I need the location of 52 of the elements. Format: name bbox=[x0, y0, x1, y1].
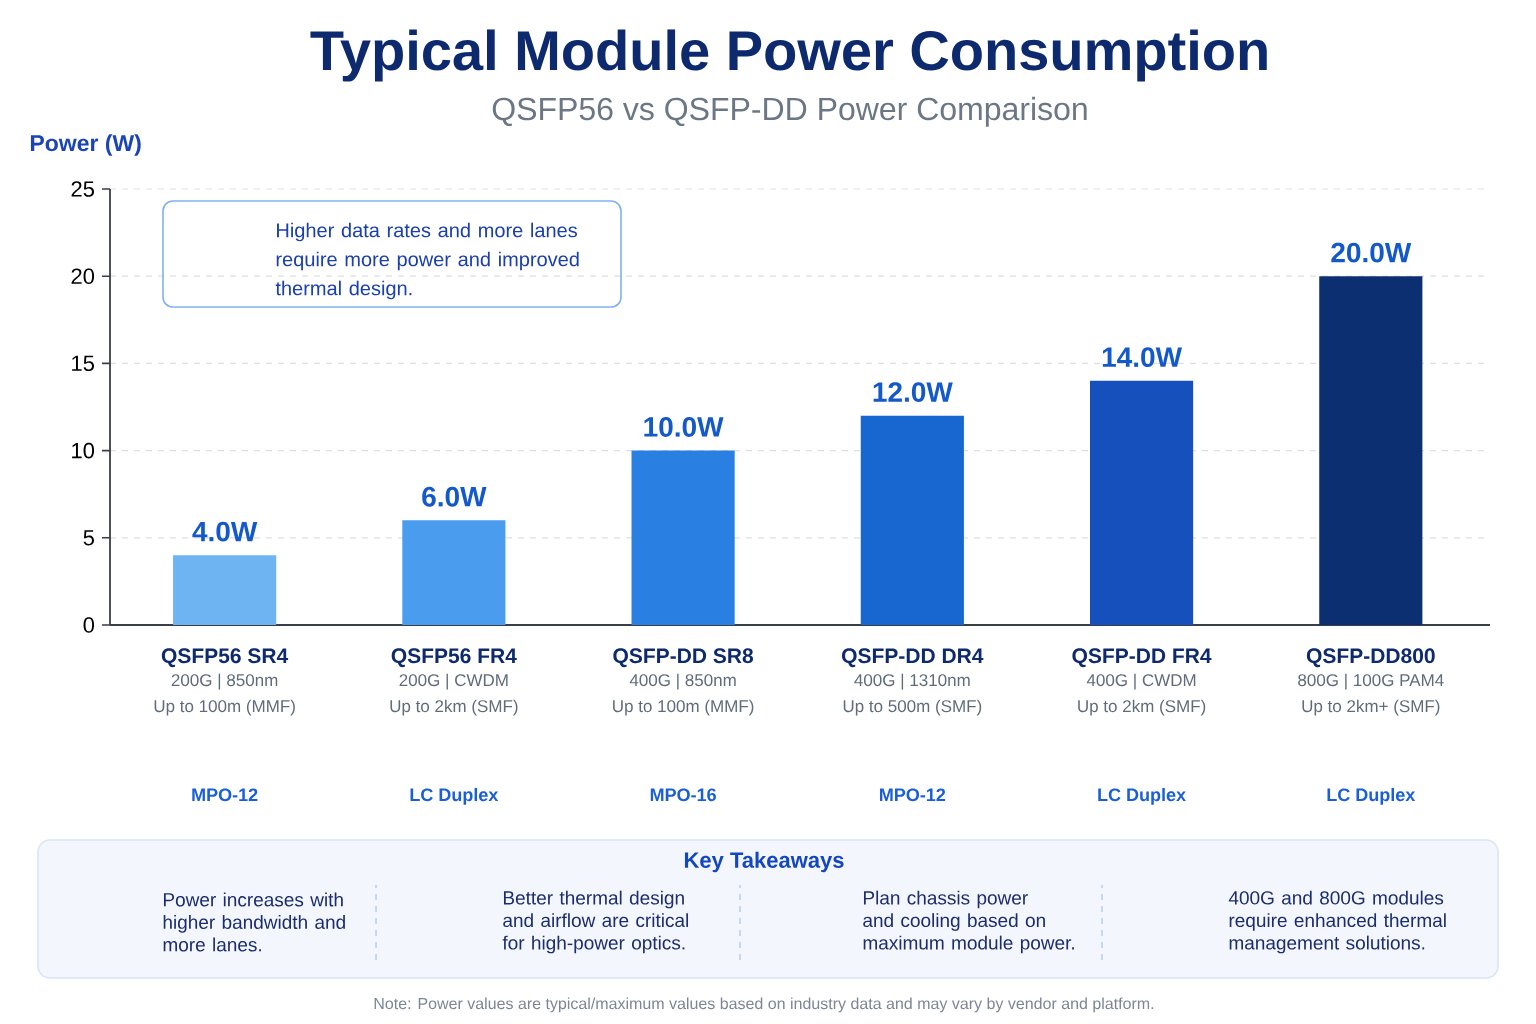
y-tick-label: 15 bbox=[72, 355, 94, 372]
y-tick-label: 0 bbox=[83, 617, 95, 633]
data-label: 6.0W bbox=[422, 486, 487, 507]
text: LC Duplex bbox=[1098, 787, 1186, 805]
bar bbox=[1319, 276, 1423, 625]
annotation: Higher data rates and more lanes require more power and improved thermal design. bbox=[275, 222, 579, 300]
text: 400G | 1310nm bbox=[854, 673, 970, 690]
bar bbox=[631, 450, 735, 625]
bar bbox=[860, 415, 964, 625]
text: MPO-12 bbox=[192, 788, 258, 802]
chart-subtitle: QSFP56 vs QSFP-DD Power Comparison bbox=[492, 96, 1087, 127]
text: LC Duplex bbox=[410, 787, 499, 805]
data-label: 14.0W bbox=[1102, 347, 1183, 368]
text: Power increases with higher bandwidth and more lanes. bbox=[163, 892, 345, 952]
text: Up to 100m (MMF) bbox=[613, 699, 754, 716]
y-tick-label: 10 bbox=[72, 442, 95, 459]
text: MPO-16 bbox=[650, 788, 716, 802]
text: 400G and 800G modules require enhanced thermal management solutions. bbox=[1228, 890, 1446, 954]
bar bbox=[402, 520, 506, 625]
text: Up to 2km (SMF) bbox=[390, 699, 518, 716]
data-label: 12.0W bbox=[873, 382, 953, 402]
y-axis-title: Power (W) bbox=[30, 134, 141, 156]
chart-title: Typical Module Power Consumption bbox=[310, 29, 1267, 82]
text: Up to 100m (MMF) bbox=[154, 699, 295, 716]
text: 400G | 850nm bbox=[629, 673, 736, 690]
bar bbox=[173, 555, 277, 625]
text: Note: Power values are typical/maximum values based on industry data and may vary by vendor and platform. bbox=[374, 997, 1154, 1013]
text: Up to 2km+ (SMF) bbox=[1302, 699, 1440, 716]
x-tick-label: QSFP56 SR4 bbox=[161, 648, 289, 668]
x-tick-label: QSFP56 FR4 bbox=[391, 648, 517, 668]
text: LC Duplex bbox=[1327, 787, 1416, 805]
text: Up to 500m (SMF) bbox=[843, 699, 982, 716]
y-tick-label: 25 bbox=[71, 181, 94, 197]
data-label: 20.0W bbox=[1331, 242, 1412, 263]
x-tick-label: QSFP-DD DR4 bbox=[842, 648, 984, 668]
text: Plan chassis power and cooling based on maximum module power. bbox=[863, 890, 1074, 954]
data-label: 10.0W bbox=[644, 417, 724, 437]
text: Key Takeaways bbox=[684, 851, 844, 873]
y-tick-label: 5 bbox=[83, 530, 94, 546]
x-tick-label: QSFP-DD800 bbox=[1306, 648, 1435, 668]
bar bbox=[1089, 380, 1194, 625]
data-label: 4.0W bbox=[192, 521, 258, 542]
x-tick-label: QSFP-DD FR4 bbox=[1072, 648, 1212, 668]
text: Up to 2km (SMF) bbox=[1078, 699, 1206, 716]
text: 400G | CWDM bbox=[1086, 673, 1196, 690]
x-tick-label: QSFP-DD SR8 bbox=[613, 648, 753, 668]
text: 800G | 100G PAM4 bbox=[1298, 673, 1444, 690]
text: MPO-12 bbox=[880, 788, 946, 802]
text: Better thermal design and airflow are critical for high-power optics. bbox=[502, 890, 688, 954]
text: 200G | CWDM bbox=[399, 673, 508, 690]
text: 200G | 850nm bbox=[171, 673, 278, 690]
y-tick-label: 20 bbox=[71, 268, 95, 284]
